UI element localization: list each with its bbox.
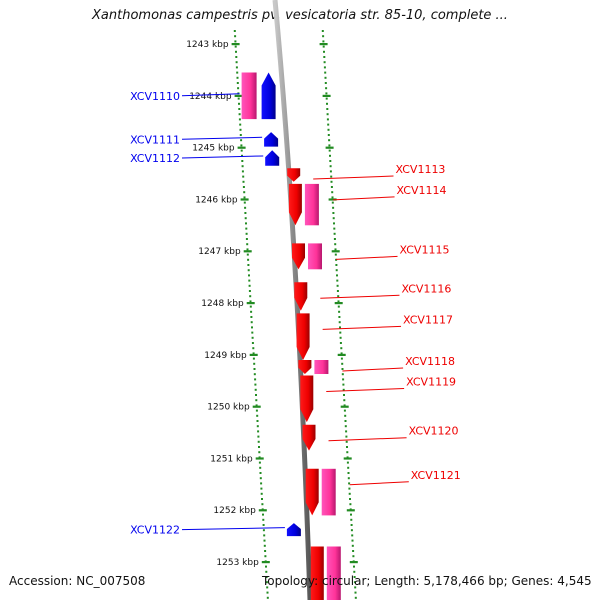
gene-label-leader <box>181 155 264 159</box>
gene-label-leader <box>342 367 404 372</box>
gene-arrow[interactable] <box>261 72 276 120</box>
gene-label[interactable]: XCV1113 <box>396 163 446 176</box>
kbp-tick-mark <box>240 198 249 201</box>
gene-label[interactable]: XCV1117 <box>403 313 453 326</box>
kbp-tick-mark <box>252 405 261 408</box>
gene-label-leader <box>322 325 402 330</box>
kbp-tick-label: 1249 kbp <box>204 351 247 361</box>
kbp-tick-mark <box>231 43 240 46</box>
kbp-tick-label: 1243 kbp <box>186 40 229 50</box>
kbp-tick-mark <box>258 509 267 512</box>
gene-feature-box[interactable] <box>241 72 257 120</box>
gene-label-leader <box>349 481 409 486</box>
gene-label[interactable]: XCV1120 <box>409 425 459 438</box>
gene-arrow[interactable] <box>294 282 308 311</box>
gene-label[interactable]: XCV1119 <box>406 376 456 389</box>
gene-label-leader <box>332 196 395 201</box>
kbp-tick-label: 1252 kbp <box>213 506 256 516</box>
kbp-tick-mark <box>243 250 252 253</box>
kbp-tick-mark <box>322 94 331 97</box>
kbp-tick-mark <box>234 94 243 97</box>
kbp-tick-mark <box>249 353 258 356</box>
map-title: Xanthomonas campestris pv. vesicatoria s… <box>92 8 508 23</box>
kbp-tick-label: 1246 kbp <box>195 195 238 205</box>
kbp-tick-mark <box>340 405 349 408</box>
kbp-tick-mark <box>255 457 264 460</box>
gene-label[interactable]: XCV1116 <box>401 282 451 295</box>
gene-arrow[interactable] <box>296 313 310 360</box>
gene-label-leader <box>181 527 285 531</box>
kbp-tick-mark <box>349 561 358 564</box>
kbp-tick-mark <box>343 457 352 460</box>
kbp-tick-mark <box>261 561 270 564</box>
kbp-tick-mark <box>319 43 328 46</box>
gene-label-leader <box>313 175 394 180</box>
kbp-tick-mark <box>237 146 246 149</box>
kbp-tick-mark <box>337 353 346 356</box>
kbp-tick-mark <box>325 146 334 149</box>
gene-label[interactable]: XCV1121 <box>411 469 461 482</box>
gene-label-leader <box>320 294 400 299</box>
gene-feature-box[interactable] <box>314 360 329 374</box>
gene-arrow[interactable] <box>264 132 279 147</box>
gene-label-leader <box>181 136 263 140</box>
kbp-tick-label: 1253 kbp <box>216 558 259 568</box>
gene-label[interactable]: XCV1111 <box>130 133 180 146</box>
gene-label[interactable]: XCV1112 <box>130 152 180 165</box>
gene-feature-box[interactable] <box>304 183 319 226</box>
gene-arrow[interactable] <box>288 183 302 226</box>
kbp-ticks: 1243 kbp 1244 kbp 1245 kbp 1246 kbp 1247 kbp… <box>186 40 358 568</box>
gene-label[interactable]: XCV1114 <box>397 184 447 197</box>
kbp-tick-mark <box>334 302 343 305</box>
kbp-tick-label: 1251 kbp <box>210 454 253 464</box>
gene-arrow[interactable] <box>286 523 301 537</box>
gene-arrow[interactable] <box>298 360 312 374</box>
gene-arrow[interactable] <box>310 546 324 600</box>
gene-feature-box[interactable] <box>321 468 336 516</box>
gene-arrow[interactable] <box>300 375 314 423</box>
gene-label[interactable]: XCV1122 <box>130 524 180 537</box>
gene-arrow[interactable] <box>302 424 316 451</box>
gene-label-leader <box>181 93 240 97</box>
kbp-tick-label: 1248 kbp <box>201 299 244 309</box>
gene-arrow[interactable] <box>305 468 319 516</box>
kbp-tick-label: 1250 kbp <box>207 403 250 413</box>
gene-label-leader <box>335 255 398 260</box>
genome-stats: Topology: circular; Length: 5,178,466 bp… <box>262 574 592 588</box>
gene-labels: XCV1110 XCV1111 XCV1112 XCV1113 XCV1114 XCV11… <box>130 90 461 537</box>
kbp-tick-mark <box>346 509 355 512</box>
gene-feature-box[interactable] <box>308 243 322 270</box>
gene-label-leader <box>328 437 407 442</box>
accession-text: Accession: NC_007508 <box>9 574 146 588</box>
gene-arrow[interactable] <box>292 243 305 270</box>
gene-feature-box[interactable] <box>326 546 341 600</box>
kbp-tick-mark <box>246 302 255 305</box>
kbp-tick-label: 1245 kbp <box>192 144 235 154</box>
kbp-tick-label: 1247 kbp <box>198 247 241 257</box>
gene-arrow[interactable] <box>287 168 301 182</box>
kbp-tick-mark <box>328 198 337 201</box>
gene-label[interactable]: XCV1118 <box>405 355 455 368</box>
gene-label[interactable]: XCV1115 <box>400 243 450 256</box>
gene-arrow[interactable] <box>265 150 280 166</box>
kbp-tick-label: 1244 kbp <box>189 92 232 102</box>
kbp-tick-mark <box>331 250 340 253</box>
gene-features <box>241 72 341 600</box>
tick-rings <box>233 30 357 599</box>
gene-label[interactable]: XCV1110 <box>130 90 180 103</box>
gene-label-leader <box>326 388 405 393</box>
